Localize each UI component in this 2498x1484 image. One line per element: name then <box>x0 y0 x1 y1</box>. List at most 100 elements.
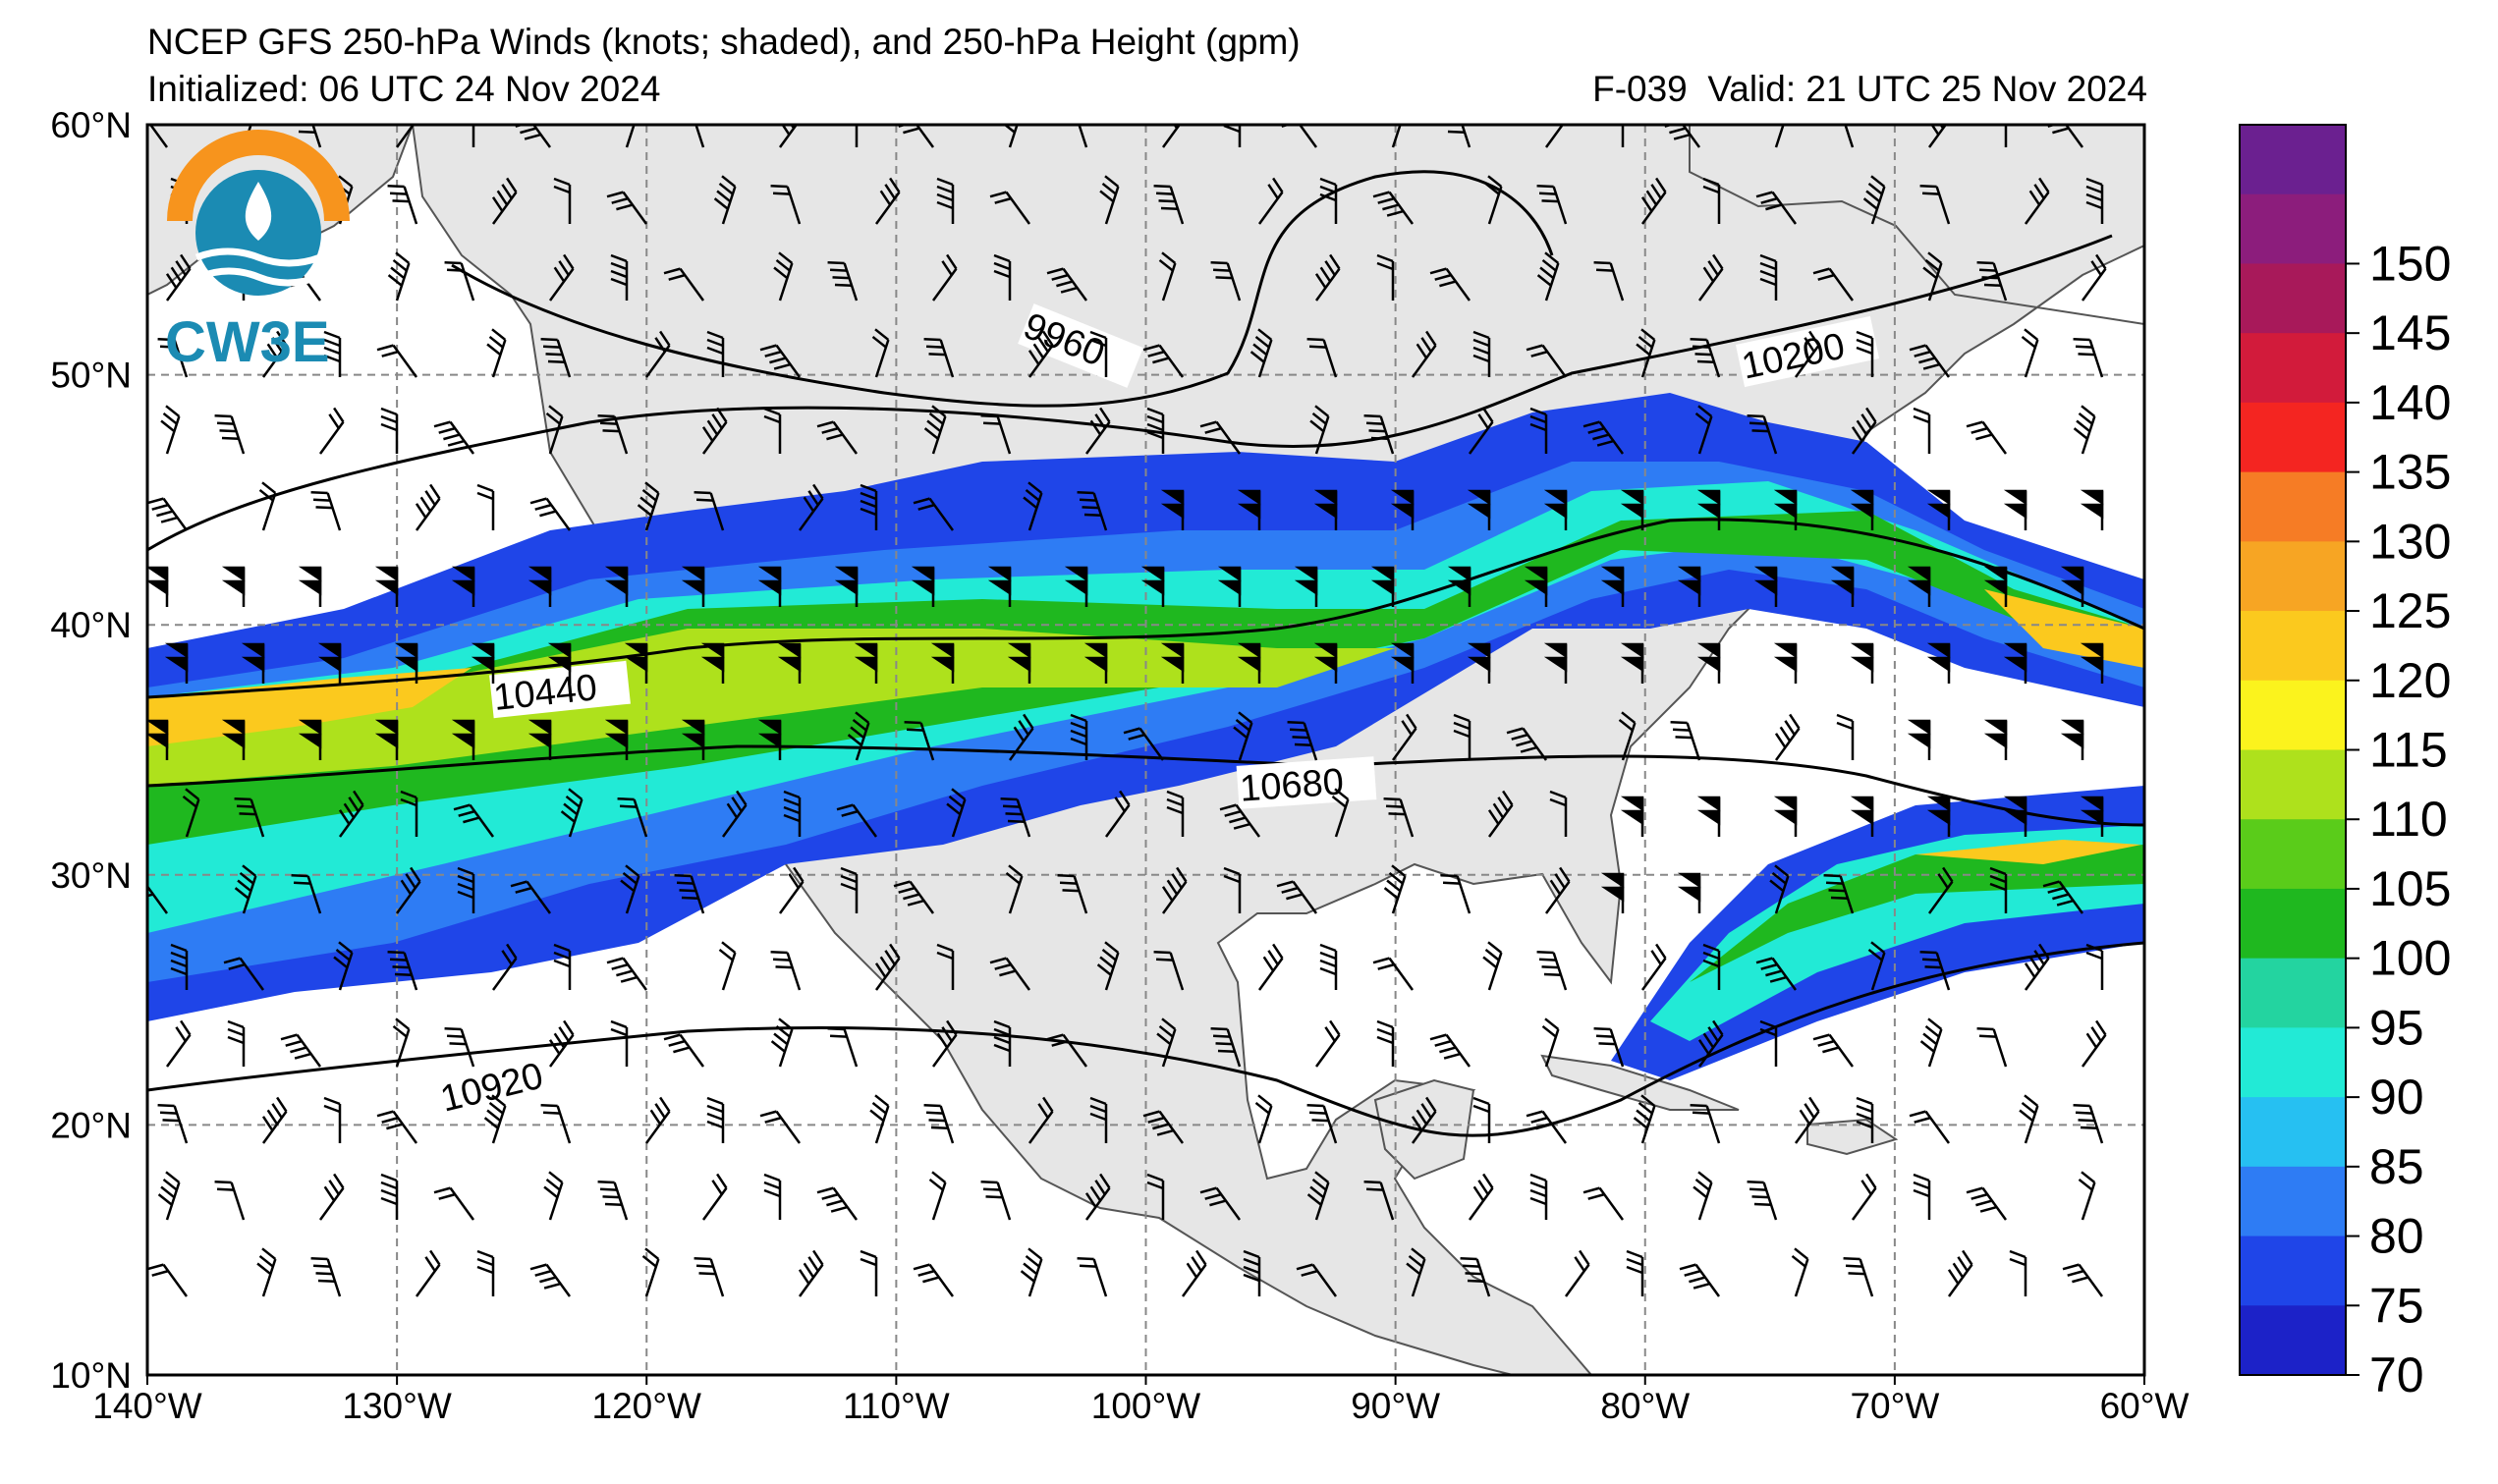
barb-feather <box>1005 871 1021 885</box>
barb-feather <box>2019 1109 2034 1123</box>
barb-feather <box>764 1116 782 1124</box>
barb-feather <box>1549 797 1567 807</box>
barb-feather <box>2062 1263 2080 1271</box>
barb-pennant <box>1620 656 1644 673</box>
barb-feather <box>1759 277 1777 287</box>
barb-pennant <box>164 656 189 673</box>
barb-feather <box>1520 745 1537 753</box>
wind-barb-body <box>234 797 265 838</box>
wind-barb-body <box>1549 790 1568 837</box>
wind-barb <box>2003 489 2027 530</box>
barb-feather <box>1990 102 2006 108</box>
wind-barb-body <box>1696 642 1721 684</box>
wind-barb <box>798 483 824 531</box>
barb-feather <box>695 1264 714 1268</box>
barb-feather <box>1549 879 1562 896</box>
barb-feather <box>701 426 714 442</box>
barb-feather <box>239 812 256 816</box>
barb-pennant <box>681 733 705 749</box>
wind-barb-body <box>2062 1263 2104 1297</box>
barb-feather <box>476 1257 494 1267</box>
barb-feather <box>1826 112 1843 123</box>
barb-feather <box>764 350 782 357</box>
wind-barb <box>911 566 935 607</box>
barb-feather <box>457 874 474 884</box>
wind-barb-body <box>989 191 1031 225</box>
barb-feather <box>1254 1101 1270 1115</box>
barb-feather <box>380 422 398 432</box>
wind-barb-body <box>1156 1017 1177 1068</box>
barb-feather <box>1388 812 1406 816</box>
barb-feather <box>1243 1249 1260 1259</box>
barb-feather <box>1935 108 1951 122</box>
barb-feather <box>328 1180 340 1195</box>
barb-feather <box>894 111 910 125</box>
wind-barb <box>221 566 246 607</box>
wind-barb <box>1472 330 1491 377</box>
barb-feather <box>649 1109 662 1126</box>
wind-barb-body <box>604 719 629 760</box>
barb-staff <box>1927 125 1954 148</box>
barb-feather <box>449 1042 467 1046</box>
barb-pennant <box>1370 566 1395 582</box>
barb-feather <box>597 413 615 418</box>
barb-pennant <box>2060 566 2084 582</box>
wind-barb-body <box>1794 1096 1820 1144</box>
wind-barb <box>681 719 705 760</box>
barb-feather <box>1979 1205 1997 1213</box>
barb-feather <box>775 965 793 969</box>
wind-barb-body <box>483 1094 507 1144</box>
contour-label-10680: 10680 <box>1239 761 1345 809</box>
barb-feather <box>673 1046 691 1054</box>
barb-feather <box>338 175 354 188</box>
barb-feather <box>1759 269 1777 279</box>
wind-barb <box>529 1263 572 1297</box>
barb-feather <box>545 412 561 425</box>
wind-barb-body <box>1482 941 1503 991</box>
wind-barb <box>1005 864 1024 914</box>
barb-feather <box>1690 1103 1707 1108</box>
barb-feather <box>157 1103 175 1108</box>
barb-feather <box>1865 190 1881 203</box>
barb-feather <box>165 273 178 289</box>
wind-barb <box>1233 711 1253 761</box>
barb-feather <box>563 253 575 270</box>
barb-feather <box>491 1094 507 1107</box>
wind-barb <box>1794 330 1820 378</box>
barb-feather <box>237 879 252 893</box>
wind-barb-body <box>1696 796 1721 837</box>
wind-barb-body <box>1153 950 1185 991</box>
barb-feather <box>1314 405 1330 417</box>
barb-feather <box>1005 812 1023 816</box>
wind-barb-body <box>757 566 782 607</box>
lon-tick-label: 120°W <box>592 1386 702 1426</box>
barb-feather <box>1229 816 1247 824</box>
wind-barb <box>1919 1017 1943 1068</box>
wind-barb <box>923 1103 955 1144</box>
wind-barb <box>392 1017 411 1068</box>
barb-pennant <box>374 566 399 582</box>
wind-barb <box>1073 125 1088 148</box>
barb-feather <box>1942 866 1954 883</box>
barb-feather <box>1319 177 1337 187</box>
barb-feather <box>1693 1282 1710 1290</box>
barb-feather <box>1660 111 1676 125</box>
wind-barb-body <box>165 1019 192 1068</box>
wind-barb-body <box>617 797 648 838</box>
wind-barb <box>989 957 1031 991</box>
barb-feather <box>547 359 566 364</box>
jet-south-core <box>1915 840 2141 864</box>
barb-feather <box>565 795 581 808</box>
barb-pennant <box>1620 642 1644 659</box>
barb-feather <box>542 1111 561 1115</box>
wind-barb <box>1636 328 1656 378</box>
barb-pennant <box>1237 656 1261 673</box>
wind-barb <box>1313 489 1338 530</box>
wind-barb <box>597 413 629 455</box>
wind-barb <box>1593 260 1625 302</box>
barb-feather <box>1755 191 1773 198</box>
colorbar: 7075808590951001051101151201251301351401… <box>2239 124 2451 1402</box>
wind-barb-body <box>1123 727 1165 761</box>
wind-barb-body <box>160 405 181 455</box>
barb-feather <box>879 190 892 206</box>
